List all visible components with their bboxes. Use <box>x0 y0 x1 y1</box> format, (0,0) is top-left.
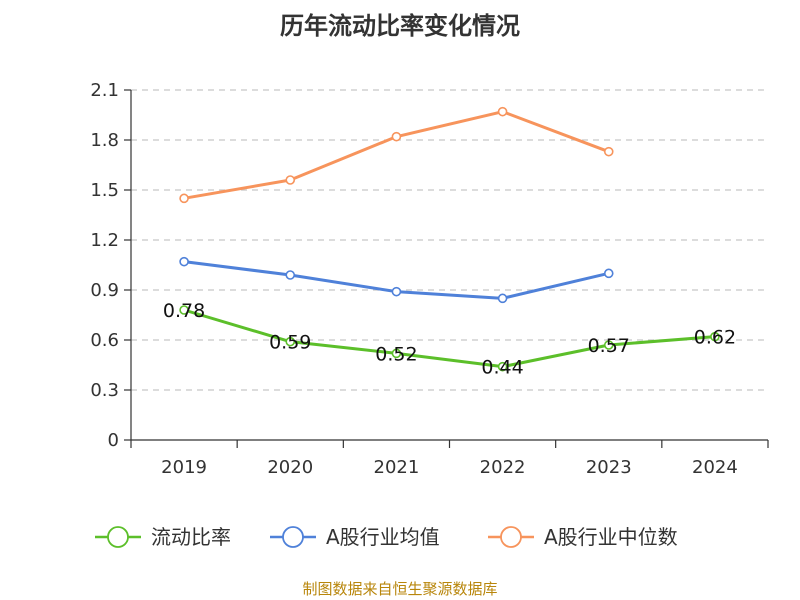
data-point <box>179 256 189 267</box>
legend: 流动比率 A股行业均值 A股行业中位数 <box>95 525 678 549</box>
legend-item: A股行业中位数 <box>488 525 678 549</box>
data-point <box>603 268 614 279</box>
series-line <box>183 110 610 200</box>
data-label: 0.78 <box>163 300 205 322</box>
data-point <box>603 340 614 350</box>
data-label: 0.57 <box>588 335 630 357</box>
data-point <box>285 336 296 347</box>
data-labels: 0.78 0.59 0.52 0.44 0.57 0.62 <box>163 300 736 379</box>
x-tick-label: 2023 <box>586 457 632 478</box>
data-point <box>285 270 296 280</box>
legend-item: 流动比率 <box>95 525 231 549</box>
x-tick-label: 2021 <box>374 457 420 478</box>
legend-marker <box>282 526 304 548</box>
legend-label: A股行业中位数 <box>544 525 678 549</box>
data-label: 0.52 <box>375 343 417 365</box>
series-layer <box>179 106 720 372</box>
legend-label: A股行业均值 <box>326 525 440 549</box>
y-tick-label: 0.9 <box>90 280 119 301</box>
legend-marker <box>500 526 522 548</box>
series-line <box>183 308 716 369</box>
data-point <box>497 106 508 117</box>
data-point <box>497 361 508 372</box>
data-label: 0.62 <box>694 327 736 349</box>
chart-title: 历年流动比率变化情况 <box>280 12 520 40</box>
source-note: 制图数据来自恒生聚源数据库 <box>302 580 498 598</box>
legend-marker <box>107 526 129 548</box>
legend-label: 流动比率 <box>151 525 231 549</box>
data-point <box>391 348 402 359</box>
data-point <box>710 331 720 342</box>
y-tick-label: 0 <box>108 430 119 451</box>
y-tick-label: 1.5 <box>90 180 119 201</box>
x-tick-label: 2020 <box>267 457 313 478</box>
y-tick-label: 1.2 <box>90 230 119 251</box>
y-tick-label: 1.8 <box>90 130 119 151</box>
x-tick-label: 2024 <box>692 457 738 478</box>
x-tick-label: 2019 <box>161 457 207 478</box>
data-point <box>179 305 189 315</box>
y-tick-label: 0.3 <box>90 380 119 401</box>
y-tick-label: 2.1 <box>90 80 119 101</box>
data-label: 0.59 <box>269 332 311 354</box>
data-point <box>391 131 402 142</box>
data-point <box>391 286 402 297</box>
grid-lines <box>131 89 768 391</box>
data-point <box>497 293 508 304</box>
x-tick-label: 2022 <box>480 457 526 478</box>
y-tick-label: 0.6 <box>90 330 119 351</box>
data-label: 0.44 <box>481 357 523 379</box>
data-point <box>603 146 614 157</box>
legend-item: A股行业均值 <box>270 525 440 549</box>
axes: 0 0.3 0.6 0.9 1.2 1.5 1.8 2.1 2019 2020 2021 2022 20… <box>90 80 769 478</box>
data-point <box>285 175 296 185</box>
data-point <box>179 193 189 204</box>
